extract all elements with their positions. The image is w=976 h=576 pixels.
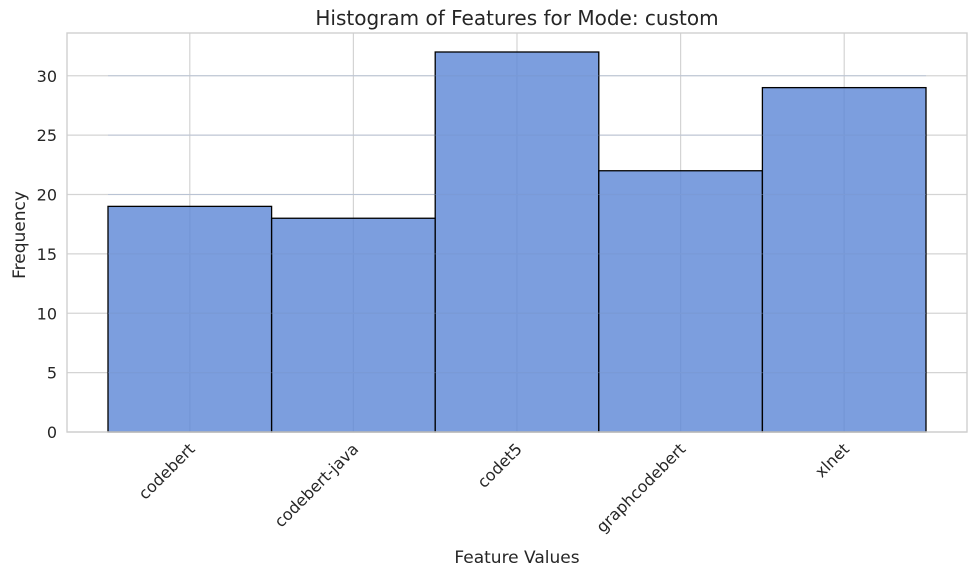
y-tick-label: 30: [37, 67, 57, 86]
y-axis-title: Frequency: [10, 191, 30, 279]
y-tick-label: 20: [37, 186, 57, 205]
bars: [107, 51, 927, 433]
x-tick-label: xlnet: [811, 439, 853, 481]
x-tick-label: codebert-java: [270, 439, 362, 531]
y-tick-label: 25: [37, 126, 57, 145]
chart-title: Histogram of Features for Mode: custom: [315, 6, 718, 30]
bar-codet5: [434, 51, 600, 433]
y-tick-label: 10: [37, 304, 57, 323]
bar-graphcodebert: [598, 170, 764, 433]
y-tick-labels: 0 5 10 15 20 25 30: [37, 67, 57, 442]
x-tick-label: codet5: [473, 439, 525, 491]
bar-xlnet: [761, 86, 927, 433]
x-axis-title: Feature Values: [454, 548, 579, 568]
x-tick-label: graphcodebert: [592, 439, 689, 536]
bar-codebert: [107, 205, 273, 433]
y-tick-label: 0: [47, 423, 57, 442]
plot-frame: [66, 32, 968, 433]
x-tick-label: codebert: [135, 439, 199, 503]
bar-codebert-java: [270, 217, 436, 433]
x-tick-labels: codebert codebert-java codet5 graphcodebert…: [135, 439, 853, 536]
y-tick-label: 15: [37, 245, 57, 264]
y-tick-label: 5: [47, 364, 57, 383]
